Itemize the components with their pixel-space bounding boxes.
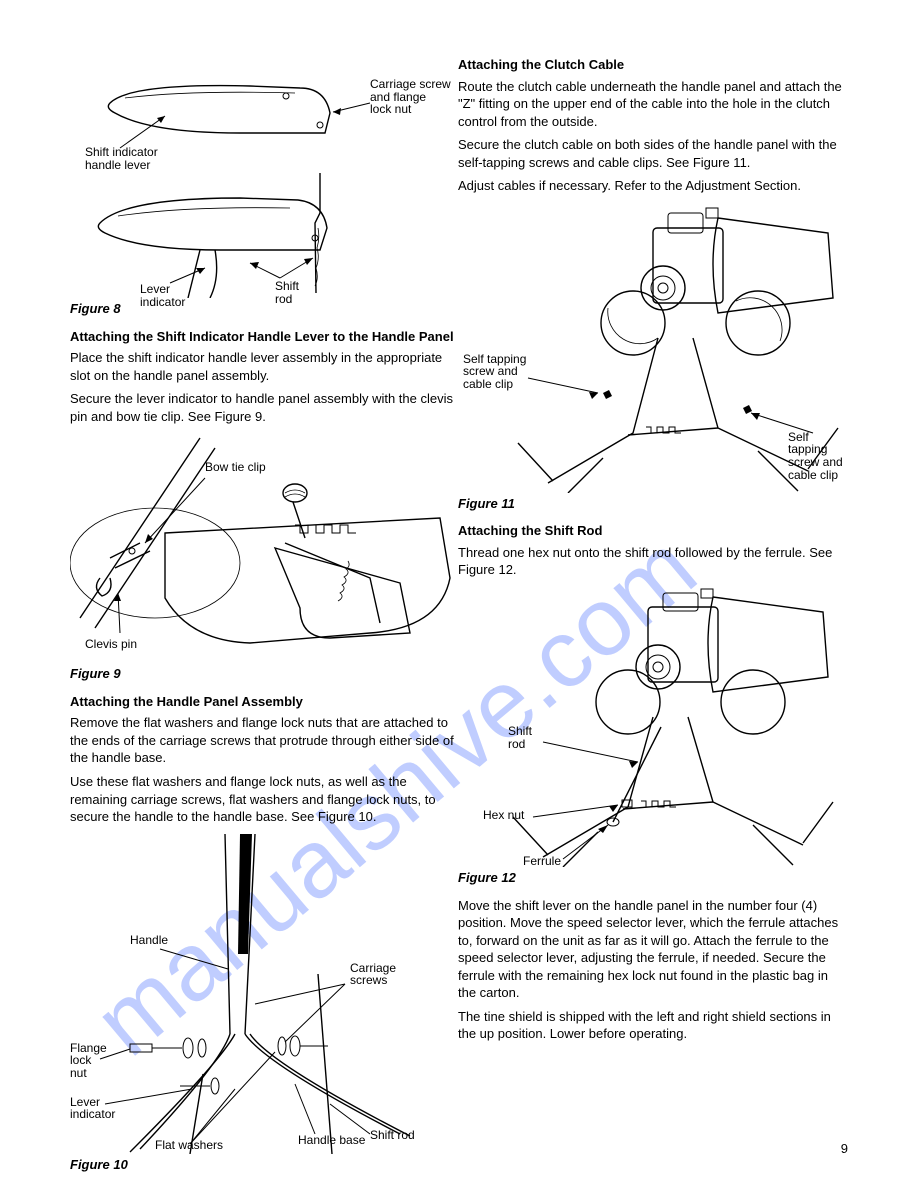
fig12-hexnut-label: Hex nut <box>483 809 524 822</box>
figure-12-caption: Figure 12 <box>458 869 848 887</box>
final-p2: The tine shield is shipped with the left… <box>458 1008 848 1043</box>
attach-handle-p1: Remove the flat washers and flange lock … <box>70 714 460 767</box>
attach-handle-p2: Use these flat washers and flange lock n… <box>70 773 460 826</box>
fig12-shiftrod-label: Shiftrod <box>508 725 532 750</box>
figure-8: Shift indicatorhandle lever Carriage scr… <box>70 58 460 298</box>
attach-clutch-heading: Attaching the Clutch Cable <box>458 56 848 74</box>
page-number: 9 <box>841 1140 848 1158</box>
final-p1: Move the shift lever on the handle panel… <box>458 897 848 1002</box>
attach-shift-p2: Secure the lever indicator to handle pan… <box>70 390 460 425</box>
fig11-left-label: Self tappingscrew andcable clip <box>463 353 526 391</box>
attach-handle-heading: Attaching the Handle Panel Assembly <box>70 693 460 711</box>
fig8-carriage-label: Carriage screwand flangelock nut <box>370 78 451 116</box>
fig8-shift-rod-label: Shiftrod <box>275 280 299 305</box>
figure-10: Handle Carriagescrews Flangelocknut Leve… <box>70 834 460 1154</box>
attach-shiftrod-p1: Thread one hex nut onto the shift rod fo… <box>458 544 848 579</box>
fig12-ferrule-label: Ferrule <box>523 855 561 868</box>
figure-8-caption: Figure 8 <box>70 300 460 318</box>
fig10-handle-label: Handle <box>130 934 168 947</box>
fig10-indicator-label: Leverindicator <box>70 1096 115 1121</box>
figure-11: Self tappingscrew andcable clip Self tap… <box>458 203 848 493</box>
attach-shift-p1: Place the shift indicator handle lever a… <box>70 349 460 384</box>
figure-10-caption: Figure 10 <box>70 1156 460 1174</box>
right-column: Attaching the Clutch Cable Route the clu… <box>458 50 848 1049</box>
page: manualshive.com <box>0 0 918 1188</box>
attach-clutch-p3: Adjust cables if necessary. Refer to the… <box>458 177 848 195</box>
left-column: Shift indicatorhandle lever Carriage scr… <box>70 50 460 1183</box>
figure-10-svg <box>70 834 460 1154</box>
fig11-right-label: Self tappingscrew andcable clip <box>788 431 848 481</box>
fig9-clevis-label: Clevis pin <box>85 638 137 651</box>
figure-11-caption: Figure 11 <box>458 495 848 513</box>
fig10-washers-label: Flat washers <box>155 1139 223 1152</box>
attach-clutch-p2: Secure the clutch cable on both sides of… <box>458 136 848 171</box>
figure-12: Shiftrod Hex nut Ferrule <box>458 587 848 867</box>
attach-clutch-p1: Route the clutch cable underneath the ha… <box>458 78 848 131</box>
attach-shiftrod-heading: Attaching the Shift Rod <box>458 522 848 540</box>
fig8-handle-lever-label: Shift indicatorhandle lever <box>85 146 158 171</box>
fig10-nut-label: Flangelocknut <box>70 1042 107 1080</box>
fig10-shiftrod-label: Shift rod <box>370 1129 415 1142</box>
fig8-lever-indicator-label: Leverindicator <box>140 283 185 308</box>
figure-9: Bow tie clip Clevis pin <box>70 433 460 663</box>
figure-9-caption: Figure 9 <box>70 665 460 683</box>
fig9-bowtie-label: Bow tie clip <box>205 461 266 474</box>
fig10-base-label: Handle base <box>298 1134 365 1147</box>
fig10-carriage-label: Carriagescrews <box>350 962 396 987</box>
attach-shift-heading: Attaching the Shift Indicator Handle Lev… <box>70 328 460 346</box>
